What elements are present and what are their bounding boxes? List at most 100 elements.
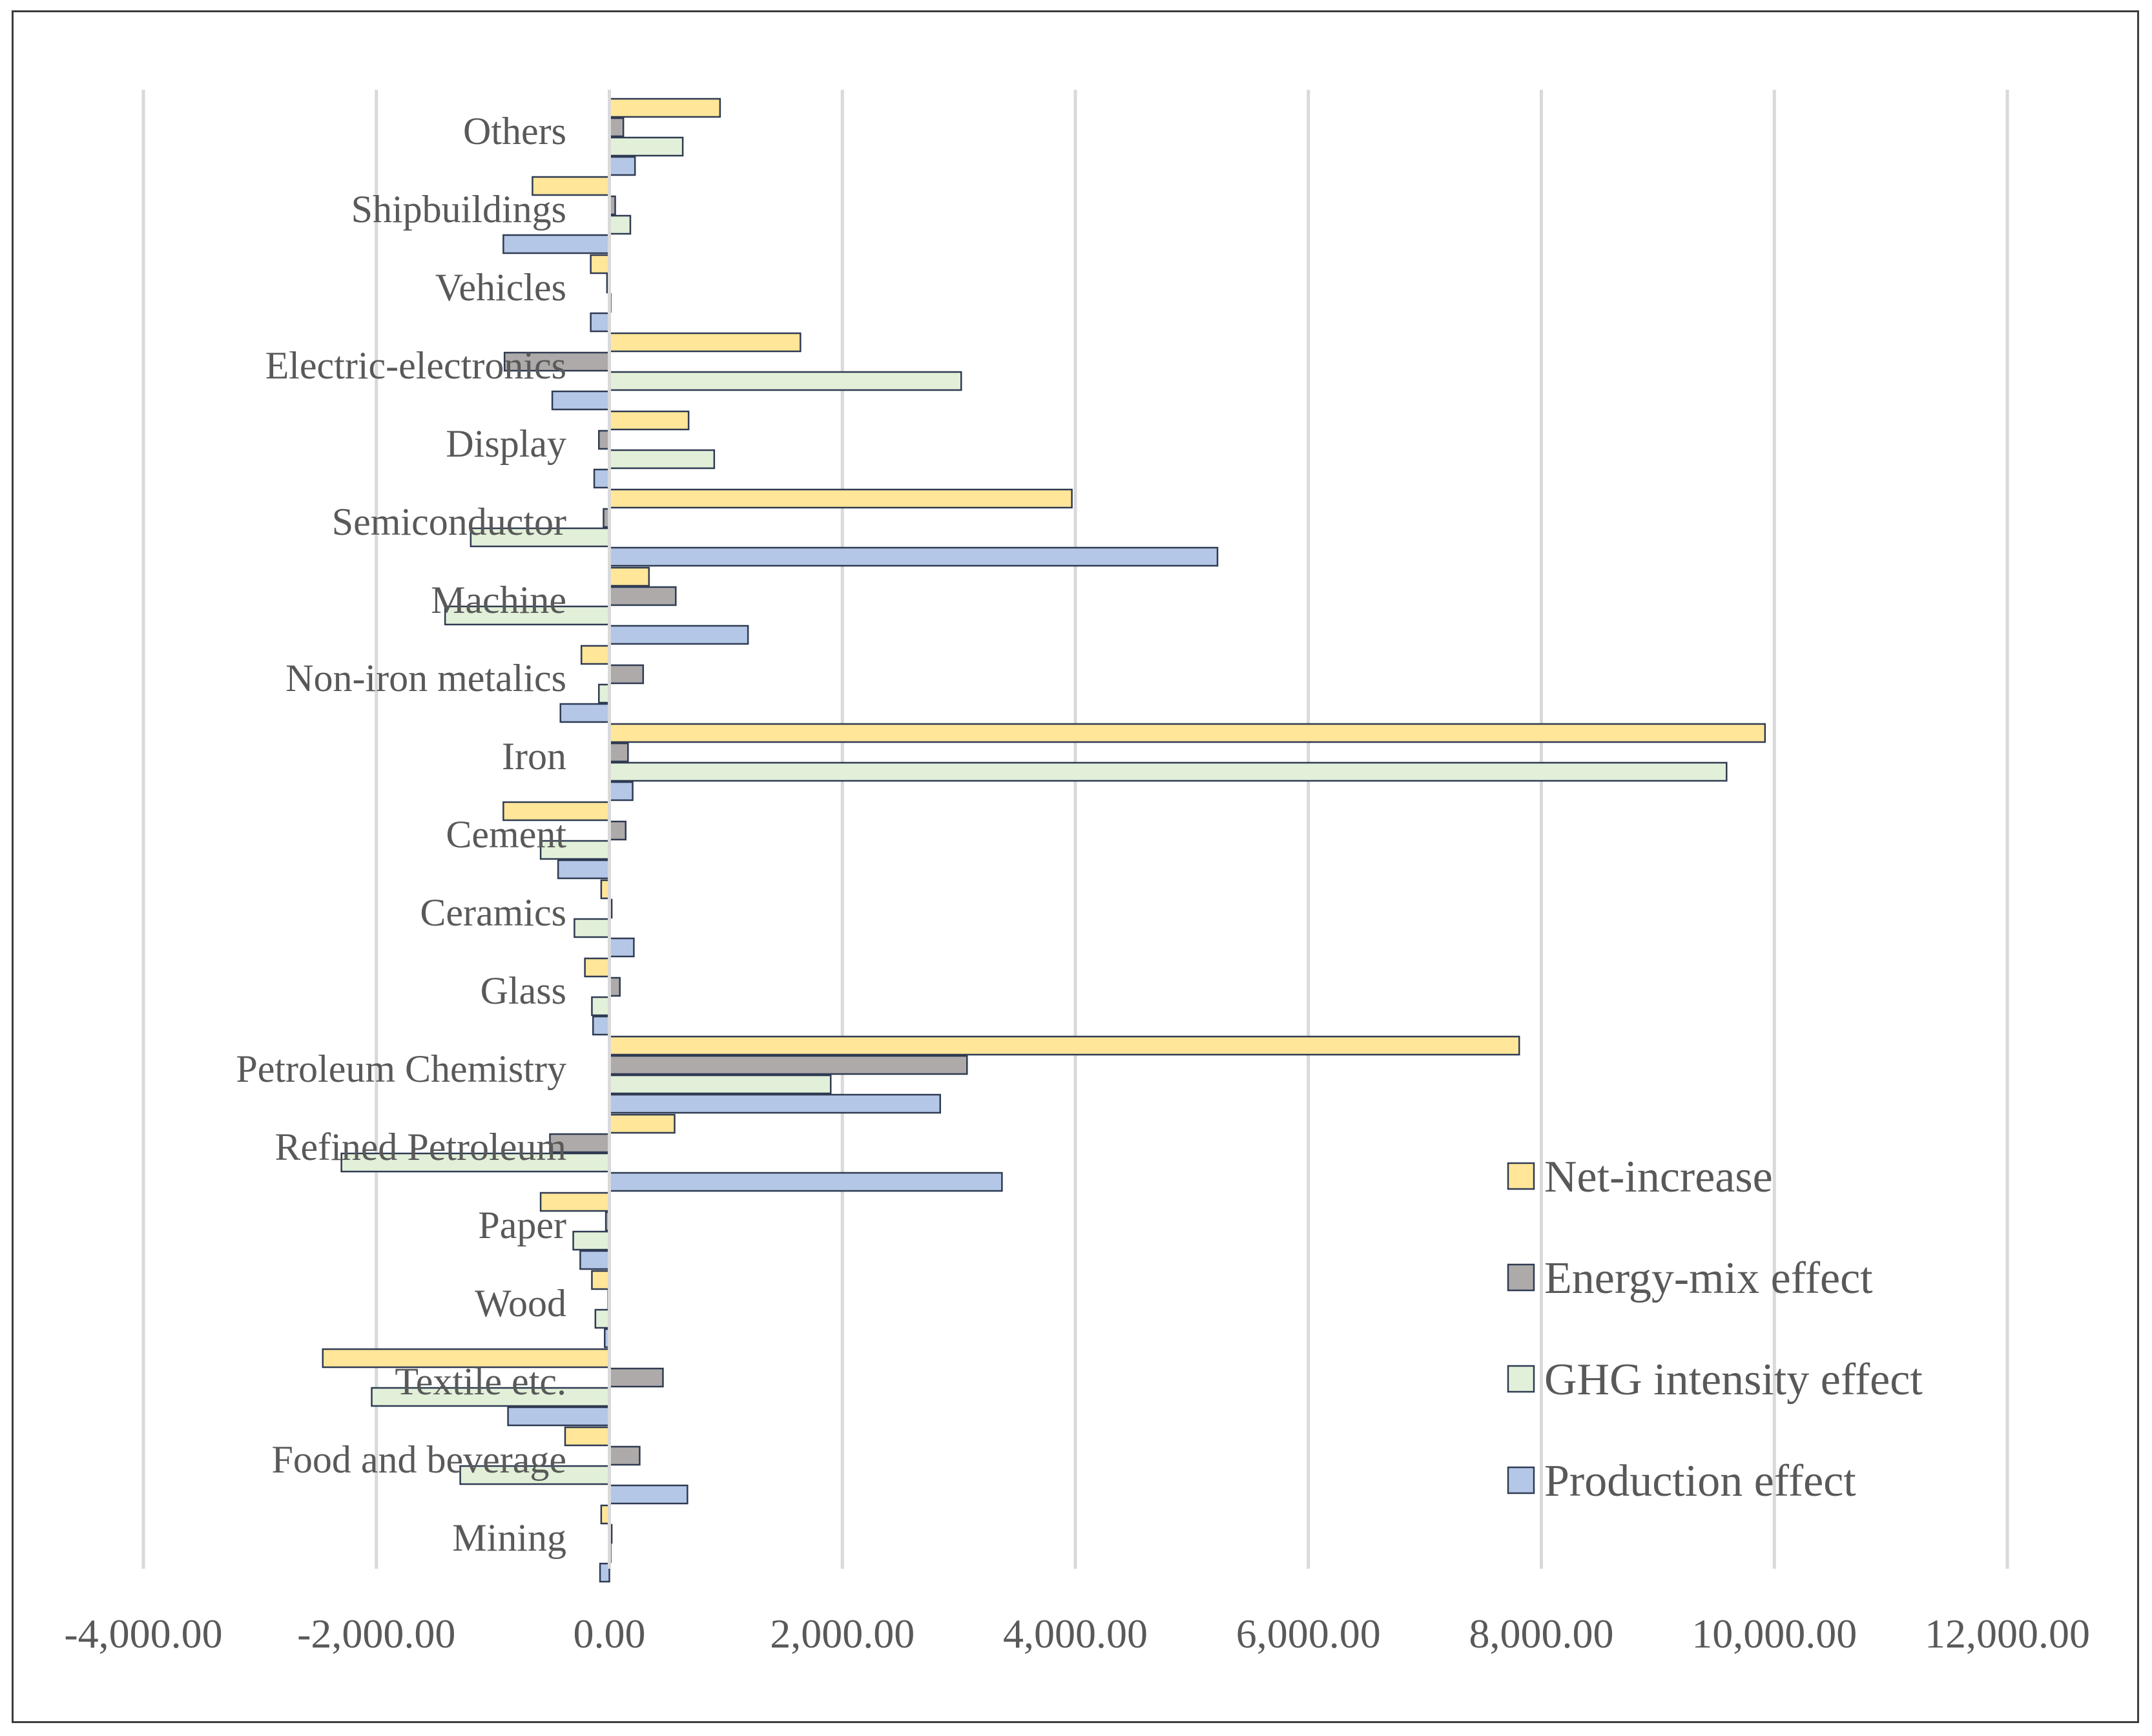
bar-production-effect xyxy=(608,1093,942,1114)
legend-swatch-net-increase xyxy=(1507,1162,1535,1190)
bar-production-effect xyxy=(608,156,636,176)
chart-frame: Others Shipbuildings Vehicles Electric-elec… xyxy=(12,10,2139,1723)
bar-production-effect xyxy=(608,1172,1003,1192)
category-label: Ceramics xyxy=(420,891,566,934)
bar-ghg-intensity-effect xyxy=(340,1152,610,1173)
category-label: Display xyxy=(446,422,566,465)
x-tick-label: 6,000.00 xyxy=(1236,1611,1381,1657)
category-label: Others xyxy=(463,110,566,152)
bar-production-effect xyxy=(559,703,610,723)
x-tick-label: 2,000.00 xyxy=(770,1611,915,1657)
legend-label: Production effect xyxy=(1544,1456,1856,1506)
category-label: Food and beverage xyxy=(271,1438,566,1481)
bar-production-effect xyxy=(579,1250,610,1270)
bar-ghg-intensity-effect xyxy=(608,761,1728,782)
category-label: Refined Petroleum xyxy=(274,1126,566,1168)
bar-production-effect xyxy=(590,312,610,333)
bar-ghg-intensity-effect xyxy=(371,1387,610,1407)
bar-net-increase xyxy=(608,488,1073,509)
bar-net-increase xyxy=(532,176,610,196)
bar-production-effect xyxy=(502,234,610,254)
bar-ghg-intensity-effect xyxy=(591,996,610,1017)
category-label: Mining xyxy=(452,1516,566,1559)
bar-production-effect xyxy=(557,859,610,880)
legend-label: GHG intensity effect xyxy=(1544,1355,1923,1405)
category-label: Glass xyxy=(481,969,566,1012)
bar-net-increase xyxy=(590,254,610,274)
x-tick-label: 0.00 xyxy=(574,1611,646,1657)
x-tick-label: -4,000.00 xyxy=(64,1611,222,1657)
bar-ghg-intensity-effect xyxy=(574,918,610,938)
category-labels: Others Shipbuildings Vehicles Electric-elec… xyxy=(236,110,566,1559)
category-label: Non-iron metalics xyxy=(285,657,566,699)
category-label: Shipbuildings xyxy=(351,188,566,231)
bar-production-effect xyxy=(599,1562,610,1583)
bar-energy-mix-effect xyxy=(608,1367,664,1388)
bar-energy-mix-effect xyxy=(608,1055,968,1075)
bar-net-increase xyxy=(322,1348,610,1369)
bar-energy-mix-effect xyxy=(608,586,677,606)
category-label: Petroleum Chemistry xyxy=(236,1048,566,1090)
bar-energy-mix-effect xyxy=(503,351,610,372)
bar-ghg-intensity-effect xyxy=(594,1308,610,1329)
bar-net-increase xyxy=(608,410,690,431)
x-tick-label: 12,000.00 xyxy=(1925,1611,2090,1657)
legend-label: Energy-mix effect xyxy=(1544,1254,1873,1303)
category-label: Vehicles xyxy=(435,266,566,309)
legend-swatch-production-effect xyxy=(1507,1466,1535,1494)
bar-ghg-intensity-effect xyxy=(572,1230,610,1251)
bar-production-effect xyxy=(608,937,635,958)
category-label: Paper xyxy=(478,1204,566,1246)
legend-swatch-energy-mix-effect xyxy=(1507,1263,1535,1292)
category-label: Semiconductor xyxy=(332,501,566,543)
bar-net-increase xyxy=(539,1192,610,1212)
bar-ghg-intensity-effect xyxy=(608,449,716,470)
bar-net-increase xyxy=(608,1035,1520,1056)
category-label: Cement xyxy=(446,813,566,856)
bars xyxy=(322,98,1766,1583)
category-label: Wood xyxy=(475,1282,566,1325)
x-tick-label: 4,000.00 xyxy=(1003,1611,1148,1657)
bar-net-increase xyxy=(608,1113,676,1134)
bar-net-increase xyxy=(608,332,802,353)
bar-ghg-intensity-effect xyxy=(608,214,632,235)
bar-net-increase xyxy=(584,957,610,978)
chart-svg: Others Shipbuildings Vehicles Electric-elec… xyxy=(64,90,2090,1657)
bar-production-effect xyxy=(592,1015,610,1036)
bar-net-increase xyxy=(580,645,610,665)
x-tick-label: 10,000.00 xyxy=(1692,1611,1857,1657)
bar-net-increase xyxy=(591,1270,610,1290)
bar-production-effect xyxy=(507,1406,610,1427)
bar-ghg-intensity-effect xyxy=(608,371,962,391)
category-label: Machine xyxy=(431,579,566,621)
gridlines xyxy=(141,90,2009,1569)
legend-swatch-ghg-intensity-effect xyxy=(1507,1365,1535,1393)
bar-production-effect xyxy=(551,390,610,411)
bar-energy-mix-effect xyxy=(608,742,629,763)
legend-label: Net-increase xyxy=(1544,1152,1773,1202)
category-label: Electric-electronics xyxy=(265,344,566,387)
bar-energy-mix-effect xyxy=(608,664,645,685)
bar-net-increase xyxy=(608,723,1766,743)
bar-production-effect xyxy=(608,781,634,801)
bar-energy-mix-effect xyxy=(608,1445,641,1466)
bar-ghg-intensity-effect xyxy=(608,1074,832,1095)
legend: Net-increase Energy-mix effect GHG intensi… xyxy=(1507,1152,1923,1506)
bar-production-effect xyxy=(608,546,1219,567)
category-label: Iron xyxy=(502,735,566,778)
bar-production-effect xyxy=(608,1484,688,1505)
bar-ghg-intensity-effect xyxy=(608,136,684,157)
bar-energy-mix-effect xyxy=(549,1133,610,1153)
bar-net-increase xyxy=(608,98,721,118)
bar-energy-mix-effect xyxy=(608,117,625,138)
bar-net-increase xyxy=(608,566,650,587)
bar-ghg-intensity-effect xyxy=(539,840,610,860)
bar-production-effect xyxy=(608,625,749,645)
bar-energy-mix-effect xyxy=(608,820,627,841)
x-tick-label: -2,000.00 xyxy=(297,1611,455,1657)
category-label: Textile etc. xyxy=(395,1360,566,1403)
x-tick-labels: -4,000.00 -2,000.00 0.00 2,000.00 4,000.00 6,… xyxy=(64,1611,2090,1657)
x-tick-label: 8,000.00 xyxy=(1469,1611,1614,1657)
bar-production-effect xyxy=(593,468,610,489)
bar-net-increase xyxy=(564,1426,610,1447)
